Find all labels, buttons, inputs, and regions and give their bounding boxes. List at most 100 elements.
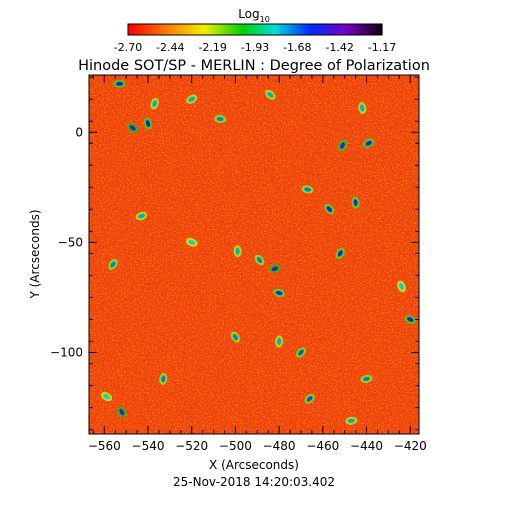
colorbar-segment — [290, 24, 293, 35]
colorbar-segment — [176, 24, 179, 35]
timestamp-footer: 25-Nov-2018 14:20:03.402 — [173, 475, 335, 489]
x-tick-label: −440 — [350, 439, 383, 453]
colorbar-segment — [344, 24, 347, 35]
colorbar-segment — [270, 24, 273, 35]
x-tick-label: −540 — [132, 439, 165, 453]
plot-frame — [88, 74, 420, 435]
colorbar-segment — [306, 24, 309, 35]
colorbar-segment — [170, 24, 173, 35]
colorbar-segment — [372, 24, 375, 35]
polarization-feature — [273, 288, 285, 298]
colorbar-segment — [326, 24, 329, 35]
chart-title: Hinode SOT/SP - MERLIN : Degree of Polar… — [78, 58, 430, 74]
colorbar-segment — [234, 24, 237, 35]
colorbar-segment — [252, 24, 255, 35]
colorbar-segment — [304, 24, 307, 35]
colorbar-segment — [200, 24, 203, 35]
colorbar-segment — [260, 24, 263, 35]
colorbar-segment — [322, 24, 325, 35]
colorbar-segment — [340, 24, 343, 35]
colorbar-segment — [226, 24, 229, 35]
colorbar-segment — [186, 24, 189, 35]
polarization-feature — [233, 245, 242, 258]
colorbar-segment — [308, 24, 311, 35]
colorbar-segment — [336, 24, 339, 35]
x-axis-label: X (Arcseconds) — [209, 458, 299, 472]
colorbar-segment — [178, 24, 181, 35]
colorbar-segment — [262, 24, 265, 35]
polarization-features — [100, 79, 416, 425]
polarization-feature — [135, 211, 148, 221]
colorbar-segment — [194, 24, 197, 35]
colorbar-segment — [210, 24, 213, 35]
colorbar-segment — [246, 24, 249, 35]
colorbar-segment — [346, 24, 349, 35]
polarization-feature — [127, 123, 139, 133]
colorbar-segment — [250, 24, 253, 35]
colorbar-segment — [146, 24, 149, 35]
plot-area: −560 −540 −520 −500 −480 −460 −440 −420 0 −50 −10… — [50, 74, 427, 453]
colorbar-segment — [208, 24, 211, 35]
colorbar-segment — [164, 24, 167, 35]
colorbar-segment — [132, 24, 135, 35]
y-tick-label: −50 — [58, 235, 83, 249]
colorbar-segment — [314, 24, 317, 35]
colorbar-segment — [310, 24, 313, 35]
colorbar-title: Log10 — [238, 7, 270, 24]
colorbar-segment — [280, 24, 283, 35]
colorbar-segment — [282, 24, 285, 35]
colorbar-segment — [258, 24, 261, 35]
colorbar-segment — [248, 24, 251, 35]
colorbar-segment — [330, 24, 333, 35]
colorbar-segment — [374, 24, 377, 35]
colorbar-segment — [140, 24, 143, 35]
colorbar-segment — [302, 24, 305, 35]
colorbar-segment — [354, 24, 357, 35]
colorbar-segment — [366, 24, 369, 35]
colorbar-segment — [358, 24, 361, 35]
y-axis-label: Y (Arcseconds) — [28, 209, 42, 299]
polarization-feature — [296, 347, 306, 358]
polarization-feature — [113, 79, 126, 88]
colorbar-segment — [212, 24, 215, 35]
colorbar-segment — [130, 24, 133, 35]
colorbar-segment — [198, 24, 201, 35]
colorbar-frame — [127, 23, 383, 36]
colorbar-segment — [216, 24, 219, 35]
x-tick-label: −520 — [175, 439, 208, 453]
colorbar-segment — [222, 24, 225, 35]
colorbar-segment — [276, 24, 279, 35]
colorbar-segment — [324, 24, 327, 35]
colorbar-segment — [182, 24, 185, 35]
polarization-feature — [159, 372, 168, 385]
colorbar-segment — [242, 24, 245, 35]
colorbar-segment — [368, 24, 371, 35]
polarization-feature — [301, 185, 314, 194]
colorbar-segment — [352, 24, 355, 35]
x-tick-label: −420 — [394, 439, 427, 453]
colorbar-tick-label: -1.42 — [325, 41, 353, 54]
colorbar-segment — [180, 24, 183, 35]
colorbar-segment — [150, 24, 153, 35]
polarization-feature — [351, 196, 360, 209]
colorbar-tick-labels: -2.70 -2.44 -2.19 -1.93 -1.68 -1.42 -1.17 — [114, 41, 396, 54]
colorbar-segment — [238, 24, 241, 35]
colorbar-tick-label: -2.44 — [156, 41, 184, 54]
colorbar-segment — [160, 24, 163, 35]
polarization-feature — [150, 97, 159, 110]
colorbar-segment — [348, 24, 351, 35]
polarization-feature — [358, 102, 367, 114]
colorbar-tick-label: -1.93 — [241, 41, 269, 54]
colorbar-segment — [136, 24, 139, 35]
colorbar-segment — [128, 24, 131, 35]
colorbar-segment — [214, 24, 217, 35]
y-tick-label: −100 — [50, 346, 83, 360]
polarization-feature — [338, 139, 347, 152]
colorbar-segment — [376, 24, 379, 35]
colorbar-segment — [370, 24, 373, 35]
colorbar-segment — [224, 24, 227, 35]
colorbar-tick-label: -1.68 — [283, 41, 311, 54]
polarization-feature — [275, 335, 284, 348]
colorbar-segment — [256, 24, 259, 35]
colorbar-segment — [184, 24, 187, 35]
